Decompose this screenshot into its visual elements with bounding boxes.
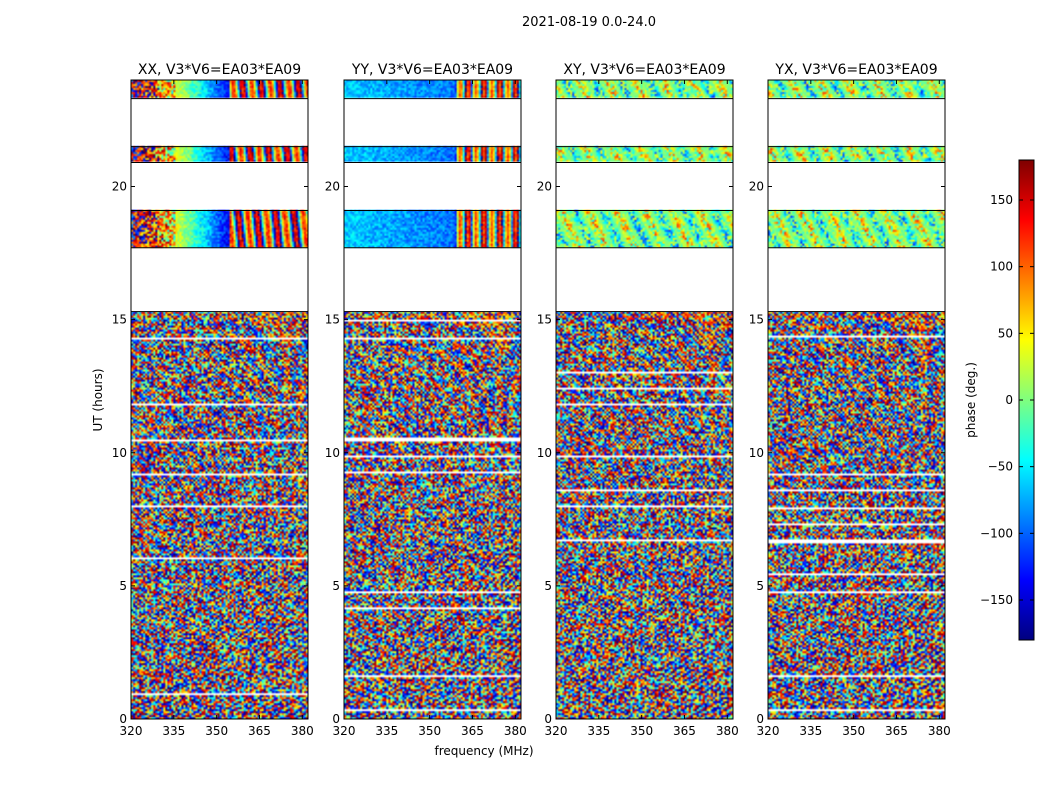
- panel-yy: YY, V3*V6=EA03*EA09 320 335 350 365 380 0 5 10 15…: [325, 62, 527, 738]
- y-tick-label: 15: [749, 313, 764, 327]
- x-tick-label: 320: [120, 724, 143, 738]
- x-tick-label: 320: [333, 724, 356, 738]
- y-tick-label: 0: [756, 712, 764, 726]
- panel-frame: [130, 79, 309, 720]
- y-tick-label: 5: [756, 579, 764, 593]
- panel-frame: [343, 79, 522, 720]
- y-tick-label: 10: [112, 446, 127, 460]
- x-tick-label: 350: [630, 724, 653, 738]
- colorbar: 150 100 50 0 −50 −100 −150: [980, 159, 1035, 641]
- x-tick-label: 320: [757, 724, 780, 738]
- panel-frame: [767, 79, 946, 720]
- colorbar-tick-label: −50: [988, 460, 1013, 474]
- x-tick-label: 365: [673, 724, 696, 738]
- x-tick-label: 380: [291, 724, 314, 738]
- panels: XX, V3*V6=EA03*EA09 320 335 350 365 380 0 5 10 15…: [112, 62, 951, 738]
- heatmap-xy: [556, 80, 733, 719]
- y-tick-label: 20: [749, 180, 764, 194]
- y-tick-label: 20: [537, 180, 552, 194]
- x-tick-label: 380: [504, 724, 527, 738]
- colorbar-tick-label: 100: [990, 260, 1013, 274]
- figure-title: 2021-08-19 0.0-24.0: [522, 15, 656, 30]
- x-tick-label: 380: [716, 724, 739, 738]
- y-axis-label: UT (hours): [91, 368, 105, 431]
- x-tick-label: 335: [162, 724, 185, 738]
- y-tick-label: 0: [332, 712, 340, 726]
- x-tick-label: 350: [842, 724, 865, 738]
- x-tick-label: 350: [205, 724, 228, 738]
- panel-frame: [555, 79, 734, 720]
- x-tick-label: 365: [461, 724, 484, 738]
- colorbar-tick-label: 0: [1005, 393, 1013, 407]
- y-tick-label: 20: [325, 180, 340, 194]
- y-tick-label: 15: [537, 313, 552, 327]
- y-tick-label: 5: [544, 579, 552, 593]
- x-tick-label: 320: [545, 724, 568, 738]
- y-tick-label: 10: [537, 446, 552, 460]
- y-tick-label: 5: [332, 579, 340, 593]
- y-tick-label: 20: [112, 180, 127, 194]
- panel-xy: XY, V3*V6=EA03*EA09 320 335 350 365 380 0 5 10 15…: [537, 62, 739, 738]
- y-tick-label: 10: [325, 446, 340, 460]
- panel-xx: XX, V3*V6=EA03*EA09 320 335 350 365 380 0 5 10 15…: [112, 62, 314, 738]
- x-tick-label: 335: [587, 724, 610, 738]
- y-tick-label: 15: [325, 313, 340, 327]
- panel-yx: YX, V3*V6=EA03*EA09 320 335 350 365 380 0 5 10 15…: [749, 62, 951, 738]
- x-tick-label: 335: [375, 724, 398, 738]
- panel-title: XX, V3*V6=EA03*EA09: [138, 62, 301, 78]
- heatmap-yx: [768, 80, 945, 719]
- x-tick-label: 350: [418, 724, 441, 738]
- x-tick-label: 380: [928, 724, 951, 738]
- y-tick-label: 15: [112, 313, 127, 327]
- x-tick-label: 365: [248, 724, 271, 738]
- x-tick-label: 335: [799, 724, 822, 738]
- colorbar-label: phase (deg.): [964, 362, 978, 438]
- y-tick-label: 0: [119, 712, 127, 726]
- y-tick-label: 0: [544, 712, 552, 726]
- panel-title: XY, V3*V6=EA03*EA09: [563, 62, 725, 78]
- colorbar-tick-label: 150: [990, 193, 1013, 207]
- panel-title: YX, V3*V6=EA03*EA09: [774, 62, 937, 78]
- colorbar-tick-label: 50: [998, 326, 1013, 340]
- y-tick-label: 10: [749, 446, 764, 460]
- x-axis-label: frequency (MHz): [434, 744, 533, 758]
- y-tick-label: 5: [119, 579, 127, 593]
- heatmap-xx: [131, 80, 308, 719]
- colorbar-tick-label: −150: [980, 593, 1013, 607]
- x-tick-label: 365: [885, 724, 908, 738]
- panel-title: YY, V3*V6=EA03*EA09: [351, 62, 513, 78]
- heatmap-yy: [344, 80, 521, 719]
- colorbar-tick-label: −100: [980, 526, 1013, 540]
